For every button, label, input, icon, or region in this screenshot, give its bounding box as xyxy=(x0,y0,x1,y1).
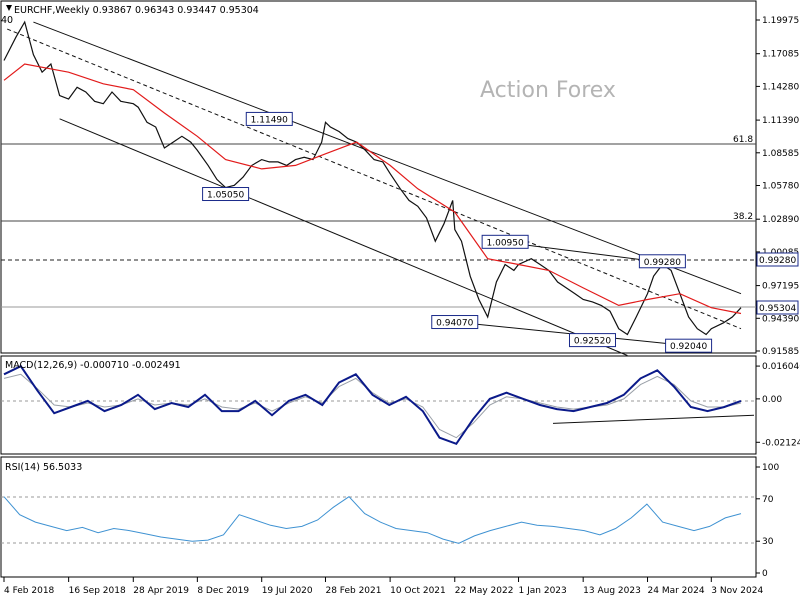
annotations: 1.11490 1.05050 1.00950 0.99280 0.94070 0.925… xyxy=(202,111,713,353)
time-tick-label-3: 8 Dec 2019 xyxy=(197,586,249,596)
annotation-box-1 xyxy=(202,187,250,202)
annotation-box-5 xyxy=(568,333,616,348)
time-tick-label-5: 28 Feb 2021 xyxy=(325,586,381,596)
rsi-tick-label-0: 100 xyxy=(762,463,779,473)
price-tick-label-6: 1.02890 xyxy=(762,215,799,225)
moving-average-line xyxy=(3,63,742,315)
price-tick-label-1: 1.17085 xyxy=(762,50,799,60)
annotation-label-0: 1.11490 xyxy=(251,115,288,125)
watermark-text: Action Forex xyxy=(480,78,616,103)
annotation-label-6: 0.92040 xyxy=(670,342,707,352)
time-tick-label-7: 22 May 2022 xyxy=(455,586,514,596)
current-price-value: 0.95304 xyxy=(759,304,796,314)
corner-fragment: 40 xyxy=(1,15,13,26)
price-tick-label-3: 1.11390 xyxy=(762,116,799,126)
price-tick-label-2: 1.14280 xyxy=(762,82,799,92)
window-arrow-icon[interactable] xyxy=(6,5,12,11)
rsi-tick-label-2: 30 xyxy=(762,537,774,547)
annotation-box-2 xyxy=(481,234,529,249)
level-0-99280-box xyxy=(756,252,799,267)
rsi-header: RSI(14) 56.5033 xyxy=(5,462,82,473)
annotation-box-4 xyxy=(431,315,479,330)
price-panel xyxy=(0,0,757,354)
macd-panel xyxy=(0,355,757,455)
macd-tick-label-2: -0.021248 xyxy=(762,438,800,448)
rsi-tick-label-3: 0 xyxy=(762,569,768,579)
time-tick-label-8: 1 Jan 2023 xyxy=(519,586,567,596)
current-price-box xyxy=(756,300,799,315)
time-tick-label-1: 16 Sep 2018 xyxy=(69,586,126,596)
fib-38-2-label: 38.2 xyxy=(733,212,753,222)
annotation-box-3 xyxy=(638,254,686,269)
price-tick-label-8: 0.97195 xyxy=(762,282,799,292)
macd-header: MACD(12,26,9) -0.000710 -0.002491 xyxy=(5,360,181,371)
trendline-2 xyxy=(7,28,742,330)
macd-main-line xyxy=(3,364,742,446)
annotation-label-5: 0.92520 xyxy=(574,337,611,347)
price-tick-label-0: 1.19975 xyxy=(762,16,799,26)
time-tick-label-6: 10 Oct 2021 xyxy=(390,586,446,596)
price-tick-label-5: 1.05780 xyxy=(762,182,799,192)
main-header: EURCHF,Weekly 0.93867 0.96343 0.93447 0.… xyxy=(14,5,259,16)
macd-signal-line xyxy=(3,373,742,439)
level-0-99280-value: 0.99280 xyxy=(759,256,796,266)
rsi-line xyxy=(3,496,742,544)
annotation-box-0 xyxy=(245,111,293,126)
annotation-label-2: 1.00950 xyxy=(487,238,524,248)
time-tick-label-0: 4 Feb 2018 xyxy=(4,586,55,596)
price-series-line xyxy=(3,20,742,336)
price-tick-label-9: 0.94390 xyxy=(762,314,799,324)
time-axis: 4 Feb 2018 16 Sep 2018 28 Apr 2019 8 Dec 20… xyxy=(3,577,763,596)
time-tick-label-9: 13 Aug 2023 xyxy=(583,586,641,596)
macd-trendline xyxy=(552,414,755,424)
annotation-label-1: 1.05050 xyxy=(207,191,244,201)
price-tick-label-4: 1.08585 xyxy=(762,149,799,159)
annotation-label-4: 0.94070 xyxy=(436,319,473,329)
time-tick-label-4: 19 Jul 2020 xyxy=(262,586,313,596)
time-tick-label-11: 3 Nov 2024 xyxy=(711,586,763,596)
price-tick-label-10: 0.91585 xyxy=(762,347,799,357)
rsi-panel xyxy=(0,456,757,578)
trendline-0 xyxy=(33,21,742,295)
annotation-box-6 xyxy=(665,338,713,353)
macd-tick-label-0: 0.016046 xyxy=(762,362,800,372)
rsi-axis: 100 70 30 0 xyxy=(756,463,779,579)
time-tick-label-10: 24 Mar 2024 xyxy=(648,586,705,596)
fib-61-8-label: 61.8 xyxy=(733,135,753,145)
trendline-1 xyxy=(59,118,628,356)
macd-tick-label-1: 0.00 xyxy=(762,395,782,405)
time-tick-label-2: 28 Apr 2019 xyxy=(133,586,189,596)
rsi-tick-label-1: 70 xyxy=(762,495,774,505)
annotation-label-3: 0.99280 xyxy=(644,258,681,268)
macd-axis: 0.016046 0.00 -0.021248 xyxy=(756,362,800,448)
